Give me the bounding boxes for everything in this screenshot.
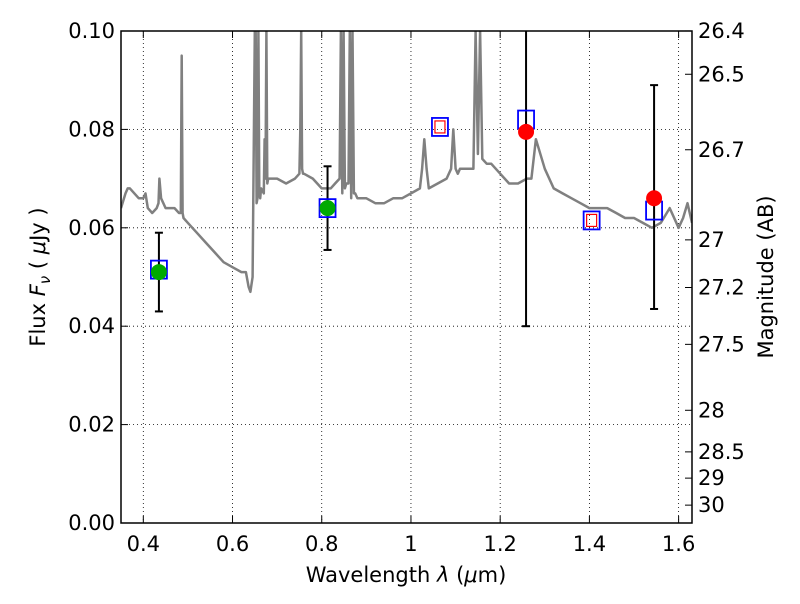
y-tick-label: 0.10: [68, 19, 115, 43]
x-tick-label: 0.4: [127, 532, 160, 556]
y-tick-label: 0.06: [68, 216, 115, 240]
x-axis-label: Wavelength λ (μm): [306, 563, 507, 587]
data-points: [150, 31, 663, 328]
model-spectrum-line: [121, 31, 692, 294]
mag-tick-label: 27.2: [698, 275, 745, 299]
x-tick-label: 1.2: [483, 532, 516, 556]
model-only-inner-square: [586, 213, 598, 228]
y-tick-label: 0.08: [68, 117, 115, 141]
y-tick-label: 0.04: [68, 314, 115, 338]
model-only-square: [582, 210, 601, 231]
mag-tick-label: 26.7: [698, 138, 745, 162]
mag-tick-label: 28: [698, 398, 725, 422]
model-only-square: [431, 117, 449, 137]
model-spectrum: [121, 31, 692, 294]
measured-point: [319, 200, 336, 217]
measured-point: [518, 123, 535, 140]
model-only-inner-square: [434, 120, 446, 134]
mag-tick-label: 28.5: [698, 440, 745, 464]
x-tick-label: 0.6: [216, 532, 249, 556]
mag-tick-label: 29: [698, 466, 725, 490]
x-tick-label: 1.4: [573, 532, 606, 556]
mag-tick-label: 26.5: [698, 62, 745, 86]
y-axis-label: Flux Fν ( μJy ): [26, 207, 54, 346]
x-tick-label: 1.6: [662, 532, 695, 556]
measured-point: [646, 190, 663, 207]
plot-background: [121, 31, 692, 523]
measured-point: [150, 264, 167, 281]
x-tick-label: 1: [404, 532, 417, 556]
y-axis-right-label: Magnitude (AB): [754, 195, 778, 358]
mag-tick-label: 27.5: [698, 332, 745, 356]
axis-ticks: 0.4 0.6 0.8 1 1.2 1.4 1.6 0.00 0.02 0.04 0.06 0.08 0…: [68, 19, 745, 556]
x-tick-label: 0.8: [305, 532, 338, 556]
mag-tick-label: 30: [698, 493, 725, 517]
y-tick-label: 0.00: [68, 511, 115, 535]
mag-tick-label: 26.4: [698, 19, 745, 43]
mag-tick-label: 27: [698, 228, 725, 252]
plot-frame: [120, 30, 693, 524]
y-tick-label: 0.02: [68, 413, 115, 437]
